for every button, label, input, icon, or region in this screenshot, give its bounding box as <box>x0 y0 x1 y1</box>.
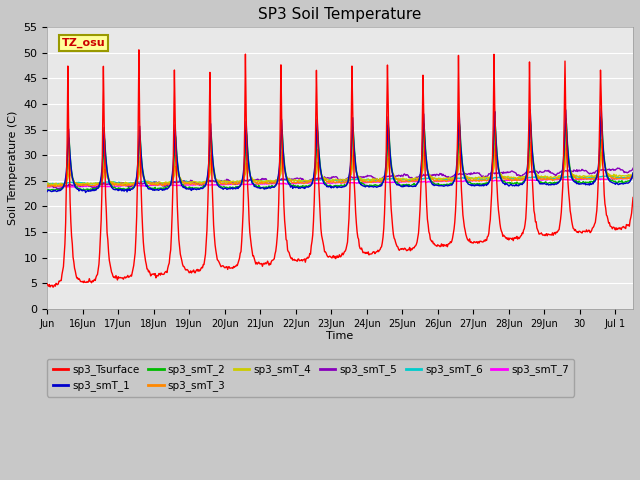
sp3_Tsurface <box>248 248 256 254</box>
sp3_smT_1 <box>448 182 456 188</box>
sp3_smT_6 <box>47 181 54 187</box>
sp3_smT_6 <box>613 175 621 180</box>
sp3_smT_3 <box>613 176 621 182</box>
sp3_smT_7 <box>448 178 456 184</box>
Line: sp3_smT_6: sp3_smT_6 <box>47 176 633 184</box>
sp3_smT_1 <box>509 183 516 189</box>
sp3_smT_7 <box>118 183 125 189</box>
sp3_smT_4 <box>49 182 56 188</box>
sp3_smT_2 <box>51 188 58 194</box>
Title: SP3 Soil Temperature: SP3 Soil Temperature <box>259 7 422 22</box>
sp3_smT_5 <box>248 176 255 182</box>
sp3_smT_3 <box>598 136 606 142</box>
sp3_smT_5 <box>67 181 74 187</box>
Line: sp3_smT_7: sp3_smT_7 <box>47 178 633 187</box>
sp3_smT_1 <box>118 188 125 194</box>
sp3_Tsurface <box>509 238 517 243</box>
sp3_Tsurface <box>449 235 456 241</box>
sp3_smT_7 <box>45 184 53 190</box>
sp3_smT_5 <box>612 167 620 172</box>
sp3_smT_7 <box>67 184 74 190</box>
sp3_smT_6 <box>509 176 516 181</box>
sp3_smT_3 <box>51 184 58 190</box>
sp3_smT_1 <box>44 189 51 194</box>
sp3_smT_6 <box>44 180 51 186</box>
sp3_smT_5 <box>54 186 61 192</box>
sp3_smT_7 <box>612 176 620 182</box>
sp3_smT_4 <box>613 173 621 179</box>
sp3_smT_1 <box>613 180 621 186</box>
sp3_Tsurface <box>135 47 143 53</box>
sp3_smT_4 <box>598 149 606 155</box>
sp3_Tsurface <box>629 194 637 200</box>
sp3_Tsurface <box>67 199 74 204</box>
sp3_smT_1 <box>65 142 73 148</box>
sp3_smT_1 <box>248 177 255 183</box>
sp3_smT_3 <box>67 164 74 170</box>
sp3_smT_4 <box>448 175 456 181</box>
sp3_smT_1 <box>82 190 90 195</box>
sp3_smT_1 <box>597 106 605 111</box>
Text: TZ_osu: TZ_osu <box>62 37 106 48</box>
Line: sp3_smT_4: sp3_smT_4 <box>47 152 633 185</box>
sp3_smT_5 <box>509 168 516 174</box>
sp3_smT_7 <box>629 175 637 181</box>
sp3_smT_6 <box>67 179 74 185</box>
sp3_smT_6 <box>448 176 456 182</box>
Line: sp3_smT_5: sp3_smT_5 <box>47 168 633 189</box>
sp3_smT_3 <box>509 177 516 183</box>
Line: sp3_Tsurface: sp3_Tsurface <box>47 50 633 287</box>
sp3_smT_4 <box>67 170 74 176</box>
sp3_smT_7 <box>624 175 632 181</box>
sp3_smT_2 <box>629 171 637 177</box>
sp3_smT_2 <box>248 176 255 182</box>
sp3_Tsurface <box>613 227 621 232</box>
sp3_smT_3 <box>248 175 255 181</box>
sp3_smT_4 <box>629 170 637 176</box>
sp3_smT_4 <box>118 180 125 186</box>
sp3_smT_3 <box>44 183 51 189</box>
sp3_smT_5 <box>629 166 637 171</box>
Line: sp3_smT_1: sp3_smT_1 <box>47 108 633 192</box>
sp3_smT_4 <box>509 175 516 181</box>
sp3_smT_2 <box>118 186 125 192</box>
Line: sp3_smT_2: sp3_smT_2 <box>47 117 633 191</box>
sp3_smT_2 <box>44 187 51 193</box>
sp3_smT_6 <box>248 178 255 184</box>
sp3_Tsurface <box>49 284 57 290</box>
sp3_smT_3 <box>118 182 125 188</box>
sp3_smT_4 <box>248 176 255 182</box>
sp3_smT_6 <box>605 173 612 179</box>
sp3_smT_5 <box>44 183 51 189</box>
Line: sp3_smT_3: sp3_smT_3 <box>47 139 633 187</box>
sp3_smT_5 <box>448 174 456 180</box>
Legend: sp3_Tsurface, sp3_smT_1, sp3_smT_2, sp3_smT_3, sp3_smT_4, sp3_smT_5, sp3_smT_6, : sp3_Tsurface, sp3_smT_1, sp3_smT_2, sp3_… <box>47 359 574 396</box>
sp3_smT_2 <box>448 181 456 187</box>
sp3_smT_7 <box>248 181 255 187</box>
sp3_smT_6 <box>629 174 637 180</box>
sp3_smT_2 <box>613 180 621 185</box>
sp3_smT_5 <box>614 165 621 171</box>
sp3_Tsurface <box>44 281 51 287</box>
sp3_Tsurface <box>118 275 125 281</box>
sp3_smT_1 <box>629 170 637 176</box>
Y-axis label: Soil Temperature (C): Soil Temperature (C) <box>8 111 18 225</box>
sp3_smT_7 <box>509 177 516 183</box>
sp3_smT_2 <box>509 180 516 186</box>
sp3_smT_2 <box>67 152 74 158</box>
sp3_smT_3 <box>448 178 456 184</box>
X-axis label: Time: Time <box>326 331 354 341</box>
sp3_smT_6 <box>118 180 125 186</box>
sp3_smT_5 <box>118 180 125 186</box>
sp3_smT_4 <box>44 181 51 187</box>
sp3_smT_2 <box>597 114 605 120</box>
sp3_smT_3 <box>629 172 637 178</box>
sp3_smT_7 <box>44 184 51 190</box>
